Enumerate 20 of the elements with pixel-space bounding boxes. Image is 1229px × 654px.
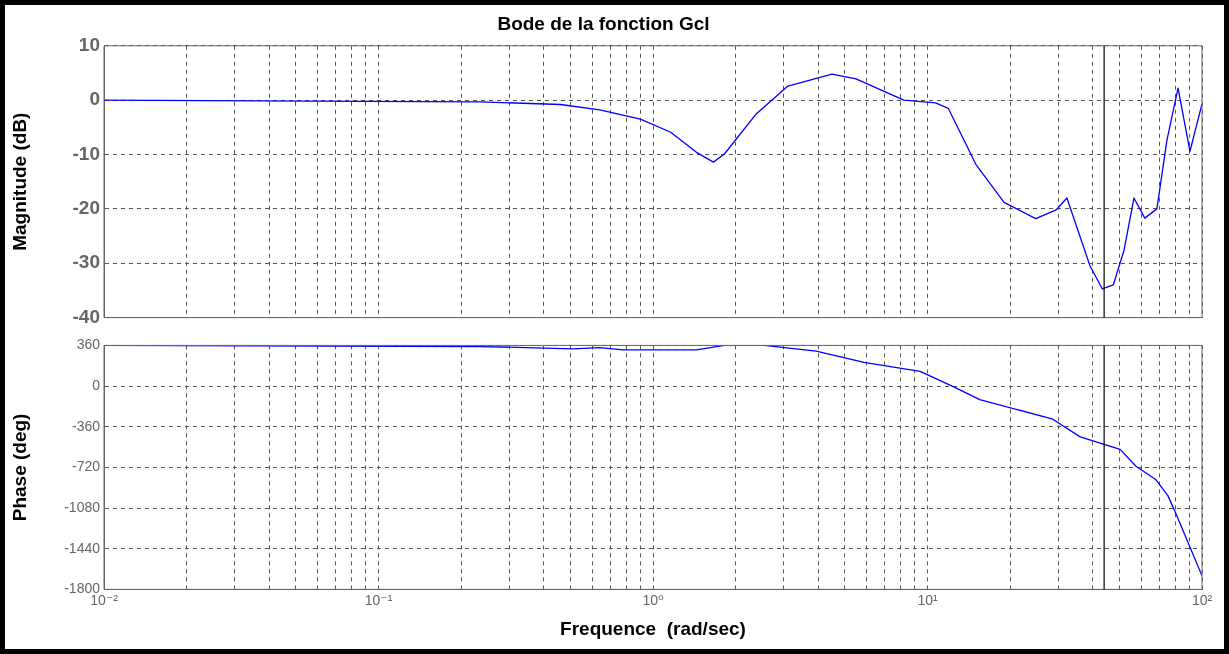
y-tick-label: -1440 [64,539,101,556]
x-tick-label: 10² [1191,591,1213,608]
y-tick-label: -40 [72,305,100,327]
y-tick-label: 360 [76,336,101,353]
x-tick-label: 10⁻¹ [364,591,393,608]
y-tick-label: -360 [71,417,101,434]
y-tick-label: 0 [89,88,100,110]
y-tick-label: -20 [72,197,100,219]
y-axis-title: Magnitude (dB) [8,112,30,251]
x-axis-title: Frequence (rad/sec) [560,617,746,639]
y-axis-title: Phase (deg) [8,413,30,522]
x-tick-label: 10⁰ [642,591,664,608]
x-tick-label: 10¹ [917,591,938,608]
y-tick-label: -30 [72,251,100,273]
chart-title: Bode de la fonction Gcl [497,12,710,34]
y-tick-label: -10 [72,142,100,164]
y-tick-label: 0 [92,376,101,393]
y-tick-label: 10 [78,34,100,56]
y-tick-label: -1080 [64,498,101,515]
y-tick-label: -720 [71,458,101,475]
